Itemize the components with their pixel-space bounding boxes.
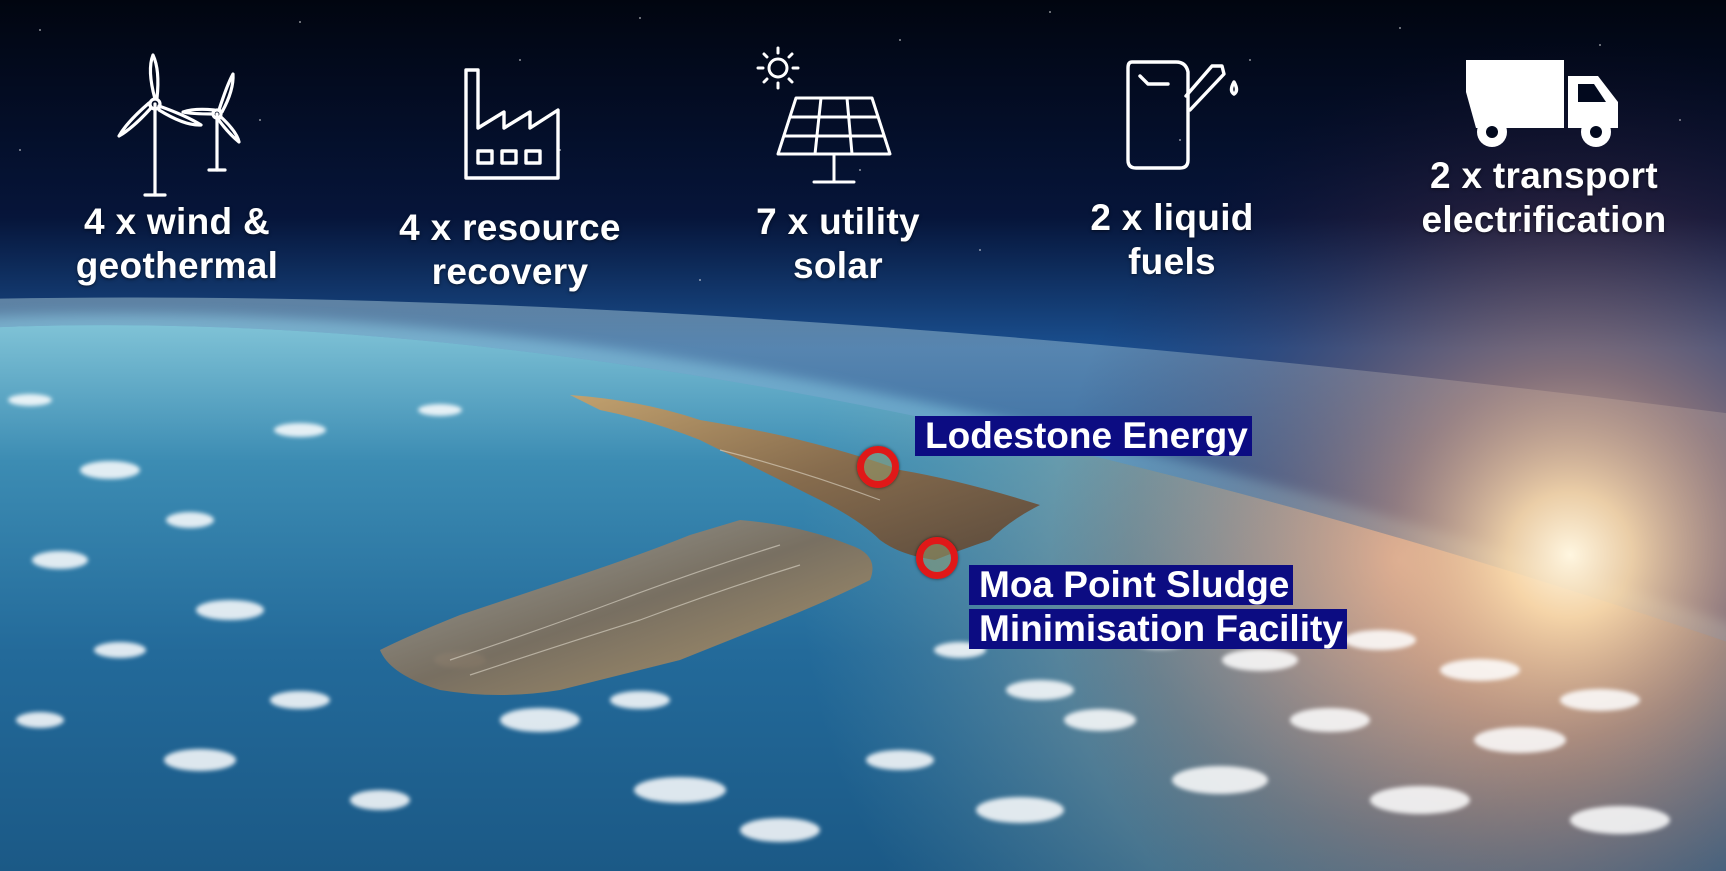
factory-icon (420, 46, 600, 206)
category-utility-solar: 7 x utility solar (688, 40, 988, 288)
category-liquid-fuels-line2: fuels (1128, 241, 1216, 282)
category-liquid-fuels: 2 x liquid fuels (1022, 36, 1322, 284)
category-transport-electrification: 2 x transport electrification (1394, 40, 1694, 242)
fuel-can-icon (1082, 36, 1262, 196)
truck-icon (1454, 40, 1634, 200)
solar-panel-icon (748, 40, 928, 200)
category-resource-recovery-line2: recovery (431, 251, 589, 292)
category-wind-geothermal: 4 x wind & geothermal (27, 40, 327, 288)
category-transport-electrification-line2: electrification (1421, 199, 1667, 240)
wind-turbine-icon (87, 40, 267, 200)
category-transport-electrification-line1: 2 x transport (1429, 155, 1658, 196)
location-pin-moa-point (916, 537, 958, 579)
location-pin-lodestone (857, 446, 899, 488)
category-wind-geothermal-line1: 4 x wind & (84, 201, 270, 242)
category-liquid-fuels-line1: 2 x liquid (1090, 197, 1254, 238)
category-resource-recovery: 4 x resource recovery (360, 46, 660, 294)
category-utility-solar-line2: solar (793, 245, 883, 286)
category-resource-recovery-line1: 4 x resource (399, 207, 621, 248)
category-wind-geothermal-line2: geothermal (75, 245, 279, 286)
callout-lodestone-energy: Lodestone Energy (915, 416, 1252, 456)
category-utility-solar-line1: 7 x utility (756, 201, 920, 242)
callout-moa-point-line2: Minimisation Facility (969, 609, 1347, 649)
callout-moa-point-line1: Moa Point Sludge (969, 565, 1294, 605)
